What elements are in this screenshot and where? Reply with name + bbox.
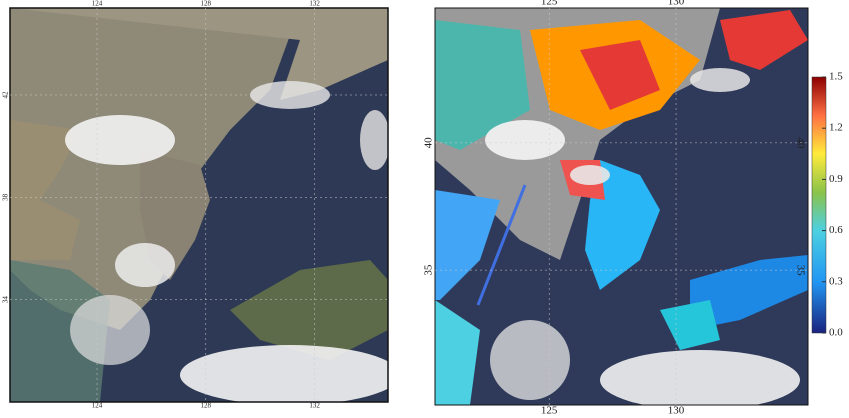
lat-label: 40 <box>794 137 806 149</box>
lon-label: 130 <box>668 405 685 417</box>
colorbar-label: 0.9 <box>829 173 843 185</box>
colorbar <box>811 76 827 334</box>
colorbar-label: 1.2 <box>829 122 843 134</box>
lon-label: 124 <box>92 0 103 8</box>
lat-label: 35 <box>423 264 435 276</box>
lon-label: 125 <box>541 0 558 8</box>
lon-label: 130 <box>668 0 685 8</box>
lat-label: 35 <box>794 265 806 277</box>
lat-label: 38 <box>2 193 10 201</box>
left-frame <box>9 7 389 403</box>
lat-label: 42 <box>2 91 10 99</box>
lon-label: 125 <box>541 405 558 417</box>
lon-label: 128 <box>201 402 212 410</box>
lat-label: 40 <box>423 137 435 149</box>
colorbar-label: 0.3 <box>829 275 843 287</box>
aod-image <box>435 8 808 405</box>
lat-label: 34 <box>2 296 10 304</box>
lon-label: 132 <box>309 402 320 410</box>
right-frame <box>434 7 809 406</box>
lon-label: 128 <box>201 0 212 8</box>
colorbar-label: 1.5 <box>829 71 843 83</box>
lon-label: 124 <box>92 402 103 410</box>
colorbar-label: 0.6 <box>829 224 843 236</box>
colorbar-label: 0.0 <box>829 327 843 339</box>
true-color-image <box>10 8 388 402</box>
lon-label: 132 <box>309 0 320 8</box>
